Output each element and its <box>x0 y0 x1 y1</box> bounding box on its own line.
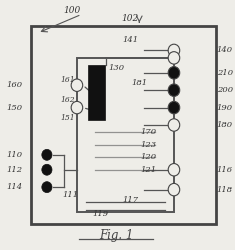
Text: 151: 151 <box>60 114 75 122</box>
Text: 118: 118 <box>217 186 233 194</box>
Text: 141: 141 <box>122 36 138 44</box>
Bar <box>89 65 105 120</box>
Circle shape <box>42 182 52 192</box>
Text: 170: 170 <box>141 128 157 136</box>
Circle shape <box>42 164 52 175</box>
Circle shape <box>168 44 180 57</box>
Circle shape <box>168 84 180 96</box>
Circle shape <box>71 79 83 92</box>
Text: 120: 120 <box>141 153 157 161</box>
Text: 180: 180 <box>217 121 233 129</box>
Text: Fig. 1: Fig. 1 <box>99 229 133 242</box>
Text: 162: 162 <box>60 96 75 104</box>
Text: 160: 160 <box>7 81 23 89</box>
Text: 161: 161 <box>60 76 75 84</box>
Text: 119: 119 <box>92 210 108 218</box>
Circle shape <box>71 102 83 114</box>
Text: 114: 114 <box>7 183 23 191</box>
Bar <box>31 26 215 224</box>
Text: 110: 110 <box>7 151 23 159</box>
Circle shape <box>168 52 180 64</box>
Text: 111: 111 <box>62 190 78 198</box>
Circle shape <box>168 119 180 131</box>
Text: 112: 112 <box>7 166 23 174</box>
Text: 102: 102 <box>121 14 139 22</box>
Circle shape <box>168 164 180 176</box>
Text: 123: 123 <box>141 141 157 149</box>
Text: 190: 190 <box>217 104 233 112</box>
Text: 210: 210 <box>217 69 233 77</box>
Text: 130: 130 <box>108 64 124 72</box>
Text: 150: 150 <box>7 104 23 112</box>
Text: 181: 181 <box>131 79 147 87</box>
Circle shape <box>168 102 180 114</box>
Circle shape <box>168 66 180 79</box>
Bar <box>77 58 174 212</box>
Circle shape <box>168 184 180 196</box>
Text: 121: 121 <box>141 166 157 174</box>
Text: 117: 117 <box>122 196 138 203</box>
Text: 200: 200 <box>217 86 233 94</box>
Text: 116: 116 <box>217 166 233 174</box>
Text: 140: 140 <box>217 46 233 54</box>
Text: 100: 100 <box>64 6 81 15</box>
Circle shape <box>42 149 52 160</box>
